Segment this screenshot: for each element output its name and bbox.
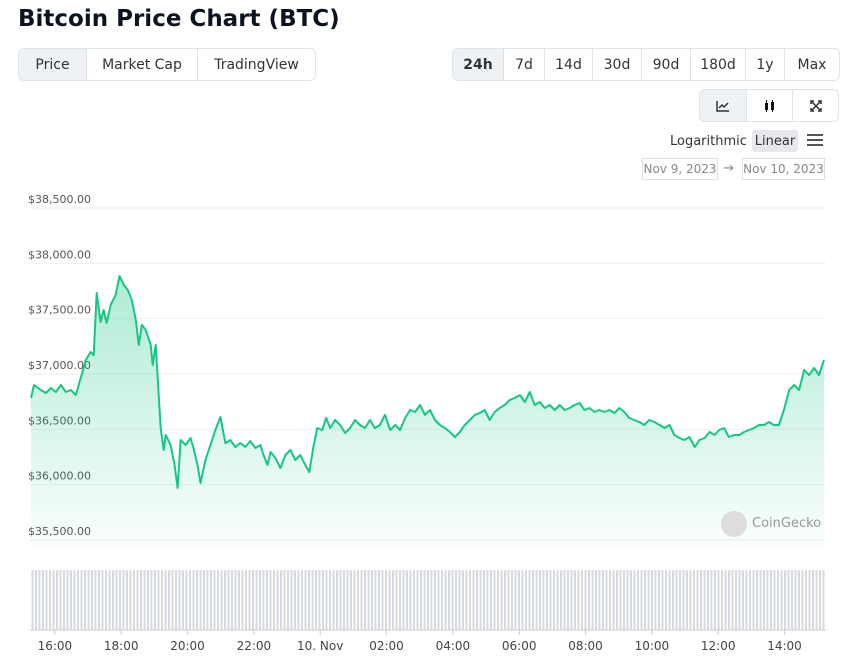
line-chart-button[interactable] bbox=[700, 90, 746, 121]
tab[interactable]: Market Cap bbox=[86, 49, 197, 80]
x-tick-label: 14:00 bbox=[767, 639, 802, 653]
volume-strip bbox=[30, 570, 826, 630]
range-button[interactable]: 180d bbox=[690, 49, 745, 80]
date-separator: → bbox=[723, 161, 734, 176]
scale-option[interactable]: Linear bbox=[752, 130, 798, 152]
tab-group: Price Market Cap TradingView bbox=[18, 48, 316, 81]
x-tick-label: 10:00 bbox=[635, 639, 670, 653]
range-button[interactable]: 1y bbox=[745, 49, 784, 80]
page-title: Bitcoin Price Chart (BTC) bbox=[18, 6, 340, 32]
chart-type-group bbox=[699, 89, 839, 122]
range-button[interactable]: Max bbox=[784, 49, 839, 80]
range-button[interactable]: 7d bbox=[503, 49, 544, 80]
x-tick-label: 12:00 bbox=[701, 639, 736, 653]
watermark-logo bbox=[721, 511, 747, 537]
tab[interactable]: Price bbox=[19, 49, 86, 80]
scale-option[interactable]: Logarithmic bbox=[670, 134, 747, 149]
x-tick-label: 06:00 bbox=[502, 639, 537, 653]
x-tick-label: 04:00 bbox=[436, 639, 471, 653]
range-button[interactable]: 30d bbox=[592, 49, 641, 80]
x-tick-label: 22:00 bbox=[237, 639, 272, 653]
x-tick-label: 10. Nov bbox=[297, 639, 343, 653]
fullscreen-button[interactable] bbox=[792, 90, 838, 121]
y-tick-label: $38,000.00 bbox=[28, 248, 91, 261]
range-button[interactable]: 14d bbox=[544, 49, 592, 80]
y-tick-label: $37,000.00 bbox=[28, 359, 91, 372]
menu-button[interactable] bbox=[807, 134, 823, 149]
x-tick-label: 08:00 bbox=[568, 639, 603, 653]
price-line bbox=[30, 275, 825, 489]
candle-chart-button[interactable] bbox=[746, 90, 792, 121]
range-button[interactable]: 24h bbox=[453, 49, 503, 80]
x-tick-label: 18:00 bbox=[104, 639, 139, 653]
y-tick-label: $38,500.00 bbox=[28, 193, 91, 206]
tab[interactable]: TradingView bbox=[197, 49, 315, 80]
x-tick-label: 16:00 bbox=[38, 639, 73, 653]
date-from[interactable]: Nov 9, 2023 bbox=[642, 158, 718, 180]
x-tick-label: 02:00 bbox=[369, 639, 404, 653]
price-area bbox=[30, 276, 825, 548]
watermark: CoinGecko bbox=[752, 516, 822, 531]
x-tick-label: 20:00 bbox=[170, 639, 205, 653]
date-to[interactable]: Nov 10, 2023 bbox=[742, 158, 825, 180]
range-button[interactable]: 90d bbox=[641, 49, 690, 80]
range-group: 24h 7d 14d 30d 90d 180d 1y Max bbox=[452, 48, 840, 81]
y-tick-label: $37,500.00 bbox=[28, 304, 91, 317]
